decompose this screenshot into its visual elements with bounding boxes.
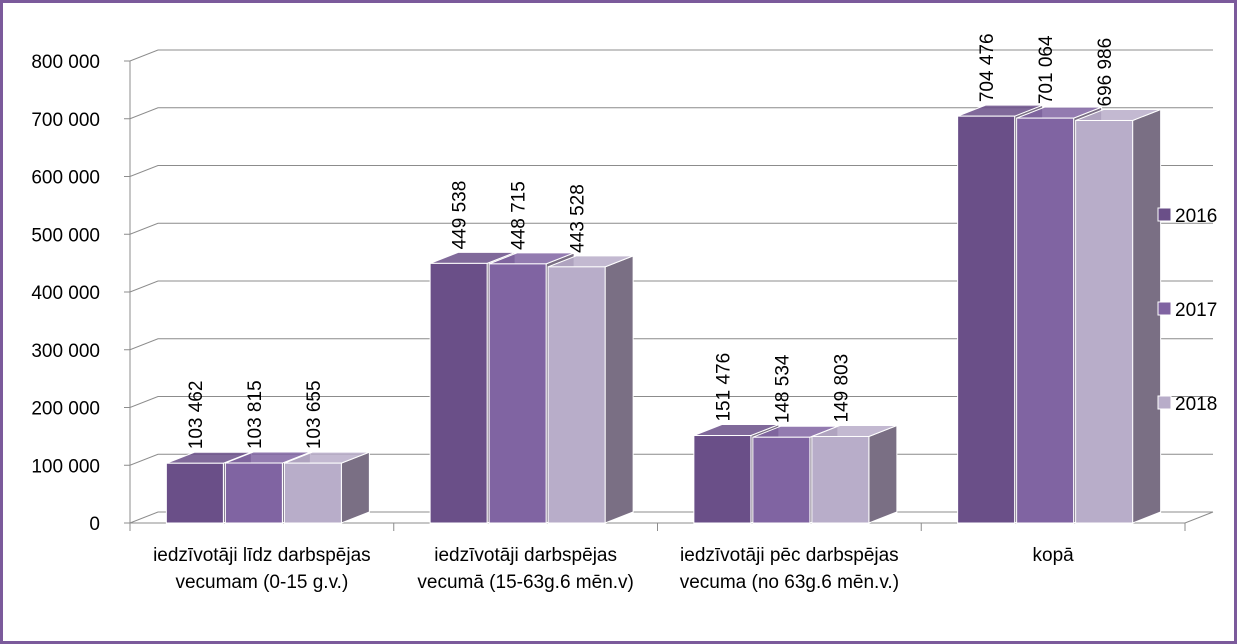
y-tick-label: 600 000 <box>31 168 100 189</box>
bar-side <box>340 451 370 524</box>
data-label: 103 655 <box>304 380 325 449</box>
data-label: 148 534 <box>772 354 793 423</box>
data-label: 103 815 <box>245 380 266 449</box>
grid-line <box>124 511 1213 524</box>
grid-line <box>124 338 1213 351</box>
bar <box>1016 117 1075 524</box>
bar <box>283 462 342 524</box>
grid-line <box>124 280 1213 293</box>
x-tick-label: iedzīvotāji darbspējas vecumā (15-63g.6 … <box>417 545 634 593</box>
y-tick-label: 0 <box>89 514 100 535</box>
x-tick-label: iedzīvotāji pēc darbspējas vecuma (no 63… <box>679 545 900 593</box>
data-label: 103 462 <box>186 381 207 450</box>
data-label: 696 986 <box>1095 38 1116 107</box>
bar <box>224 462 283 524</box>
bar <box>488 263 547 524</box>
x-tick-label: kopā <box>1032 545 1074 566</box>
bar-side <box>868 424 898 524</box>
y-tick-label: 200 000 <box>31 399 100 420</box>
data-label: 443 528 <box>568 184 589 253</box>
legend-label: 2018 <box>1175 394 1217 415</box>
grid-line <box>124 107 1213 120</box>
data-label: 704 476 <box>977 33 998 102</box>
chart: 0 100 000 200 000 300 000 400 000 500 000 600 … <box>31 33 1217 535</box>
grid-line <box>124 453 1213 466</box>
grid-line <box>124 49 1213 62</box>
y-tick-label: 300 000 <box>31 341 100 362</box>
bar <box>547 266 606 524</box>
bar <box>429 262 488 524</box>
grid-line <box>124 396 1213 408</box>
data-label: 448 715 <box>509 181 530 250</box>
legend-swatch <box>1157 207 1172 222</box>
bar <box>1075 119 1134 524</box>
bar <box>165 462 224 524</box>
data-label: 701 064 <box>1036 35 1057 104</box>
y-tick-label: 100 000 <box>31 456 100 477</box>
data-label: 151 476 <box>713 353 734 422</box>
y-tick-label: 800 000 <box>31 52 100 73</box>
y-tick-label: 500 000 <box>31 225 100 246</box>
legend-label: 2017 <box>1175 300 1217 321</box>
x-tick-label: iedzīvotāji līdz darbspējas vecumam (0-1… <box>153 545 371 593</box>
data-label: 449 538 <box>450 181 471 250</box>
data-label: 149 803 <box>831 354 852 423</box>
legend-label: 2016 <box>1175 206 1217 227</box>
bar <box>957 115 1016 524</box>
grid-line <box>124 222 1213 235</box>
bar-side <box>1132 108 1162 524</box>
y-tick-label: 700 000 <box>31 110 100 131</box>
y-tick-label: 400 000 <box>31 283 100 304</box>
bar <box>752 436 811 524</box>
bar <box>693 435 752 524</box>
grid-line <box>124 165 1213 177</box>
legend-swatch <box>1157 301 1172 316</box>
legend-swatch <box>1157 395 1172 410</box>
bar-side <box>604 255 634 524</box>
bar <box>811 435 870 524</box>
